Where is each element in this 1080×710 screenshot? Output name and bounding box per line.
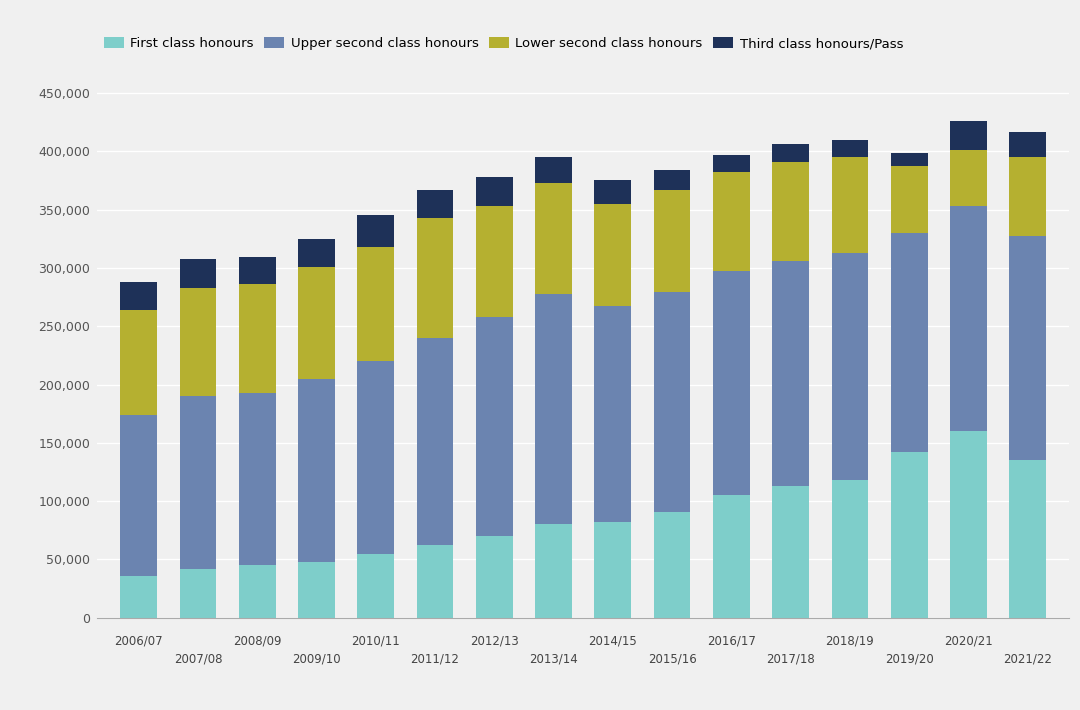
Bar <box>891 233 928 452</box>
Text: 2013/14: 2013/14 <box>529 652 578 666</box>
Bar <box>357 247 394 361</box>
Bar <box>298 562 335 618</box>
Bar <box>239 258 275 284</box>
Bar <box>832 157 868 253</box>
Bar <box>417 218 454 338</box>
Legend: First class honours, Upper second class honours, Lower second class honours, Thi: First class honours, Upper second class … <box>104 37 903 50</box>
Bar <box>536 182 572 293</box>
Text: 2019/20: 2019/20 <box>885 652 933 666</box>
Bar <box>417 190 454 218</box>
Bar <box>891 167 928 233</box>
Text: 2014/15: 2014/15 <box>589 634 637 647</box>
Bar <box>179 396 216 569</box>
Bar <box>120 576 157 618</box>
Text: 2017/18: 2017/18 <box>767 652 815 666</box>
Bar <box>298 378 335 562</box>
Bar <box>832 253 868 480</box>
Bar <box>120 415 157 576</box>
Bar <box>653 512 690 618</box>
Bar <box>179 288 216 396</box>
Bar <box>120 282 157 310</box>
Text: 2006/07: 2006/07 <box>114 634 163 647</box>
Bar <box>891 452 928 618</box>
Bar <box>417 545 454 618</box>
Bar <box>594 307 631 522</box>
Text: 2007/08: 2007/08 <box>174 652 222 666</box>
Bar <box>772 162 809 261</box>
Bar <box>772 486 809 618</box>
Bar <box>772 144 809 162</box>
Bar <box>1010 131 1047 157</box>
Bar <box>476 177 513 206</box>
Bar <box>179 258 216 288</box>
Bar <box>298 239 335 267</box>
Text: 2010/11: 2010/11 <box>351 634 400 647</box>
Bar <box>1010 157 1047 236</box>
Bar <box>653 190 690 293</box>
Text: 2011/12: 2011/12 <box>410 652 459 666</box>
Text: 2016/17: 2016/17 <box>707 634 756 647</box>
Bar <box>239 393 275 565</box>
Bar <box>357 215 394 247</box>
Bar <box>653 293 690 512</box>
Bar <box>239 565 275 618</box>
Bar <box>594 522 631 618</box>
Bar <box>120 310 157 415</box>
Bar <box>536 293 572 525</box>
Text: 2018/19: 2018/19 <box>825 634 875 647</box>
Bar <box>476 536 513 618</box>
Bar <box>536 525 572 618</box>
Bar <box>950 121 987 151</box>
Bar <box>832 140 868 157</box>
Bar <box>594 180 631 204</box>
Bar <box>1010 460 1047 618</box>
Bar <box>950 206 987 431</box>
Bar <box>832 480 868 618</box>
Bar <box>713 271 750 496</box>
Bar <box>772 261 809 486</box>
Bar <box>713 173 750 271</box>
Bar <box>950 151 987 206</box>
Bar <box>298 267 335 378</box>
Bar <box>179 569 216 618</box>
Text: 2008/09: 2008/09 <box>233 634 282 647</box>
Bar <box>713 496 750 618</box>
Bar <box>239 284 275 393</box>
Bar <box>950 431 987 618</box>
Bar <box>476 206 513 317</box>
Bar <box>417 338 454 545</box>
Bar <box>536 157 572 182</box>
Bar <box>1010 236 1047 460</box>
Text: 2009/10: 2009/10 <box>293 652 341 666</box>
Bar <box>713 155 750 173</box>
Text: 2021/22: 2021/22 <box>1003 652 1052 666</box>
Bar <box>357 361 394 554</box>
Bar <box>891 153 928 167</box>
Bar <box>357 554 394 618</box>
Bar <box>653 170 690 190</box>
Bar <box>476 317 513 536</box>
Bar <box>594 204 631 307</box>
Text: 2015/16: 2015/16 <box>648 652 697 666</box>
Text: 2012/13: 2012/13 <box>470 634 518 647</box>
Text: 2020/21: 2020/21 <box>944 634 993 647</box>
